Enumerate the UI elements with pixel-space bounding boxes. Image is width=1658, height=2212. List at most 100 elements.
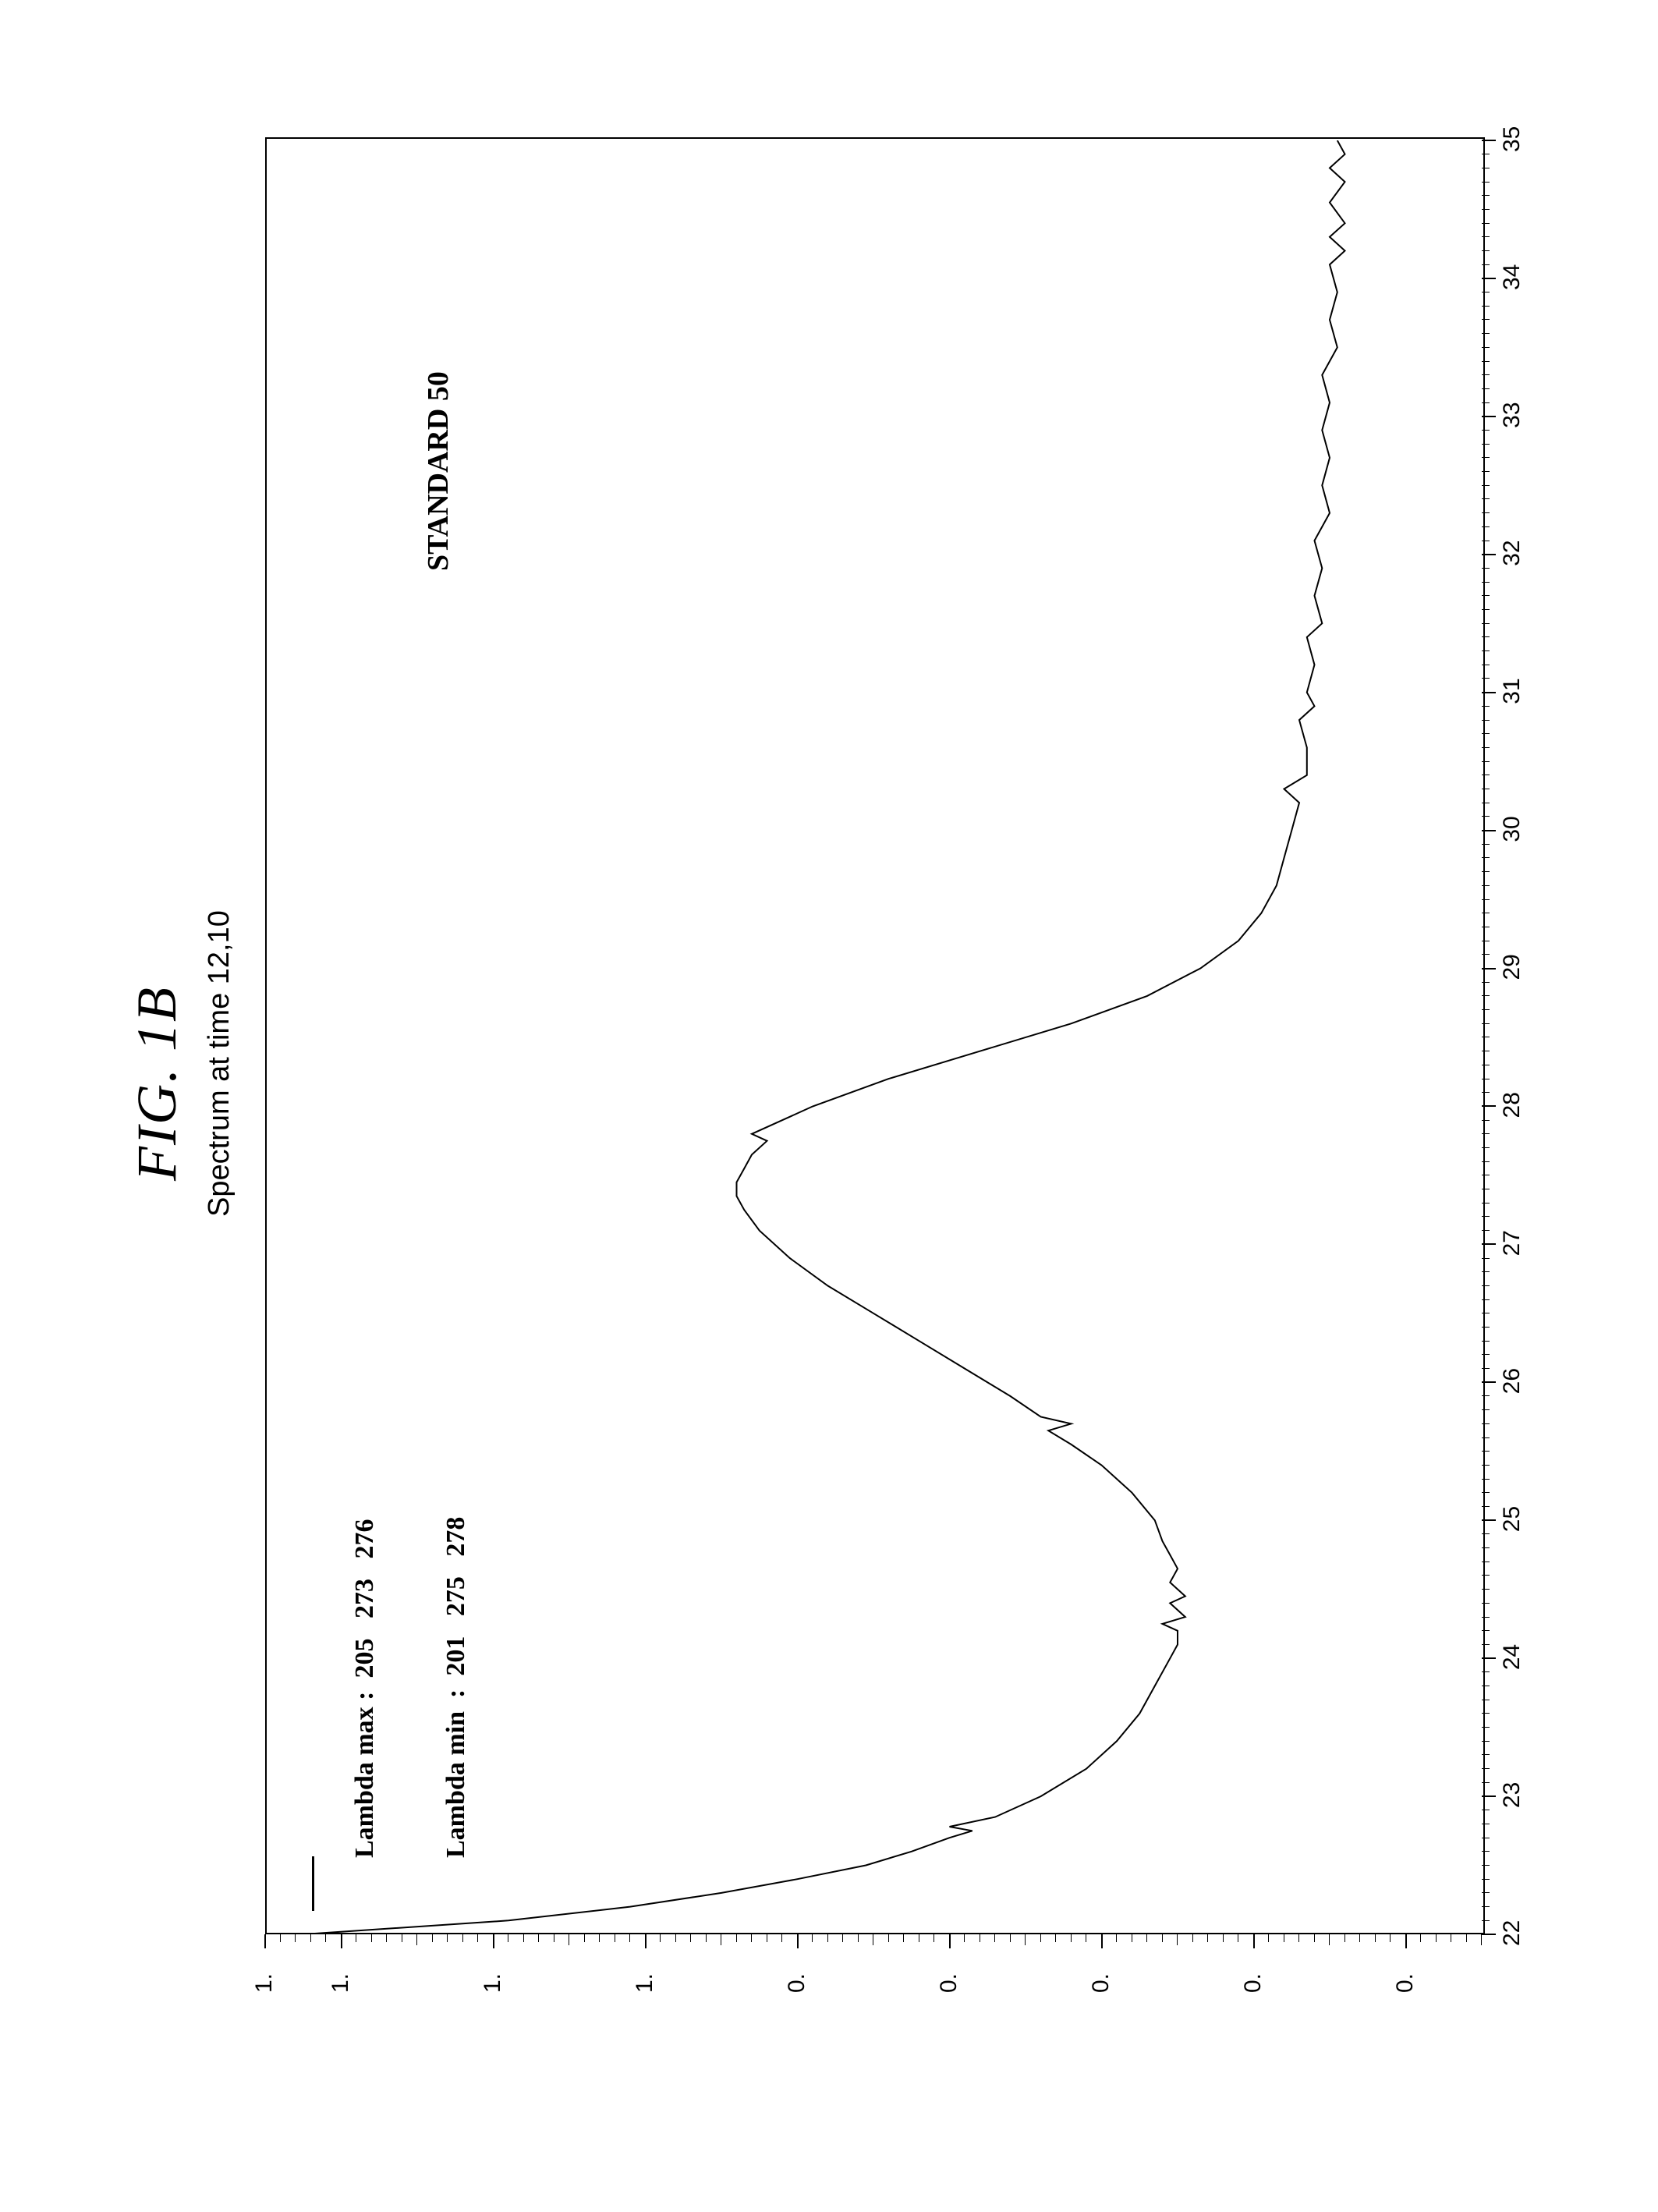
- y-tick-minor: [280, 1934, 281, 1942]
- x-tick-minor: [1482, 636, 1490, 637]
- x-tick-minor: [1482, 1327, 1490, 1328]
- x-tick-minor: [1482, 1506, 1490, 1507]
- lambda-min-row: Lambda min : 201 275 278: [410, 1517, 501, 1911]
- x-tick-minor: [1482, 1368, 1490, 1369]
- page: FIG. 1B Spectrum at time 12,10 Lambda ma…: [0, 0, 1658, 2212]
- x-tick-minor: [1482, 1409, 1490, 1410]
- y-tick-minor: [827, 1934, 828, 1942]
- x-tick-minor: [1482, 1768, 1490, 1769]
- y-tick-minor: [523, 1934, 524, 1942]
- x-tick-minor: [1482, 761, 1490, 762]
- y-tick-minor: [629, 1934, 630, 1942]
- y-tick-major: [645, 1934, 647, 1948]
- y-tick-minor: [1223, 1934, 1224, 1942]
- y-tick-minor: [1436, 1934, 1437, 1942]
- lambda-max-label: Lambda max :: [350, 1692, 379, 1858]
- x-tick-minor: [1482, 1630, 1490, 1631]
- lambda-rule: [312, 1856, 314, 1911]
- chart-rotated-container: FIG. 1B Spectrum at time 12,10 Lambda ma…: [94, 78, 1575, 2106]
- lambda-info-block: Lambda max : 205 273 276 Lambda min : 20…: [312, 1517, 502, 1911]
- x-tick-minor: [1482, 1092, 1490, 1093]
- x-tick-minor: [1482, 264, 1490, 265]
- x-tick-minor: [1482, 1423, 1490, 1424]
- y-tick-minor: [781, 1934, 782, 1942]
- x-tick-major: [1482, 416, 1496, 417]
- x-tick-major: [1482, 554, 1496, 555]
- x-tick-minor: [1482, 595, 1490, 596]
- y-tick-minor: [1375, 1934, 1376, 1942]
- x-tick-minor: [1482, 844, 1490, 845]
- y-tick-minor: [447, 1934, 448, 1942]
- y-tick-label: 1.: [328, 1973, 354, 1993]
- x-tick-minor: [1482, 650, 1490, 651]
- x-tick-minor: [1482, 402, 1490, 403]
- x-tick-minor: [1482, 512, 1490, 513]
- y-tick-major: [1253, 1934, 1255, 1948]
- y-tick-minor: [1207, 1934, 1208, 1942]
- x-tick-major: [1482, 1381, 1496, 1383]
- x-tick-minor: [1482, 1037, 1490, 1038]
- x-tick-minor: [1482, 582, 1490, 583]
- x-tick-minor: [1482, 1906, 1490, 1907]
- x-tick-minor: [1482, 209, 1490, 210]
- x-tick-minor: [1482, 1547, 1490, 1548]
- lambda-min-label: Lambda min :: [441, 1689, 470, 1858]
- y-tick-major: [1101, 1934, 1103, 1948]
- x-tick-minor: [1482, 1161, 1490, 1162]
- y-tick-minor: [1314, 1934, 1315, 1942]
- x-tick-minor: [1482, 1147, 1490, 1148]
- x-tick-minor: [1482, 1492, 1490, 1493]
- figure-subtitle: Spectrum at time 12,10: [203, 910, 236, 1217]
- x-tick-minor: [1482, 858, 1490, 859]
- lambda-min-values: 201 275 278: [441, 1517, 470, 1689]
- x-tick-label: 30: [1499, 816, 1525, 842]
- y-tick-label: 0.: [1088, 1973, 1114, 1993]
- x-tick-minor: [1482, 816, 1490, 817]
- y-tick-minor: [1298, 1934, 1299, 1942]
- y-tick-minor: [994, 1934, 995, 1942]
- x-tick-minor: [1482, 954, 1490, 955]
- x-tick-minor: [1482, 1271, 1490, 1272]
- x-tick-minor: [1482, 1644, 1490, 1645]
- x-tick-major: [1482, 1795, 1496, 1797]
- x-tick-label: 23: [1499, 1782, 1525, 1808]
- y-tick-minor: [432, 1934, 433, 1942]
- y-tick-minor: [842, 1934, 843, 1942]
- y-tick-minor: [1466, 1934, 1467, 1942]
- x-tick-minor: [1482, 1230, 1490, 1231]
- x-tick-minor: [1482, 1396, 1490, 1397]
- y-tick-major: [949, 1934, 951, 1948]
- x-tick-label: 31: [1499, 678, 1525, 704]
- x-tick-minor: [1482, 1879, 1490, 1880]
- x-tick-minor: [1482, 1299, 1490, 1300]
- y-tick-minor: [1116, 1934, 1117, 1942]
- y-tick-minor: [964, 1934, 965, 1942]
- x-tick-label: 24: [1499, 1644, 1525, 1670]
- x-tick-major: [1482, 1105, 1496, 1107]
- y-tick-minor: [584, 1934, 585, 1942]
- y-tick-minor: [751, 1934, 752, 1942]
- x-tick-minor: [1482, 1851, 1490, 1852]
- y-tick-label: 0.: [1240, 1973, 1267, 1993]
- x-tick-major: [1482, 140, 1496, 141]
- x-tick-minor: [1482, 1671, 1490, 1672]
- y-tick-minor: [1146, 1934, 1147, 1942]
- x-tick-minor: [1482, 374, 1490, 375]
- x-tick-minor: [1482, 871, 1490, 872]
- standard-label: STANDARD 50: [421, 371, 455, 571]
- y-tick-minor: [706, 1934, 707, 1942]
- y-tick-minor: [1071, 1934, 1072, 1942]
- x-tick-minor: [1482, 1465, 1490, 1466]
- x-tick-minor: [1482, 1479, 1490, 1480]
- x-tick-minor: [1482, 1892, 1490, 1893]
- x-tick-minor: [1482, 899, 1490, 900]
- y-tick-minor: [1359, 1934, 1360, 1942]
- x-tick-label: 27: [1499, 1230, 1525, 1256]
- x-tick-minor: [1482, 236, 1490, 237]
- y-tick-minor: [310, 1934, 311, 1942]
- y-tick-minor: [1268, 1934, 1269, 1942]
- x-tick-minor: [1482, 1009, 1490, 1010]
- x-tick-minor: [1482, 1341, 1490, 1342]
- y-tick-minor: [325, 1934, 326, 1942]
- x-tick-minor: [1482, 1603, 1490, 1604]
